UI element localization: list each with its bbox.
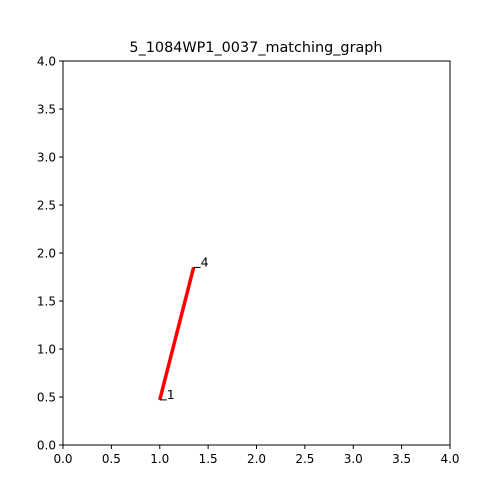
x-tick-label: 0.5 — [102, 452, 121, 466]
x-tick-label: 2.5 — [295, 452, 314, 466]
y-tick-label: 0.5 — [37, 391, 56, 405]
y-tick-label: 2.0 — [37, 247, 56, 261]
y-tick-label: 0.0 — [37, 439, 56, 453]
node-label: 1 — [167, 387, 175, 402]
x-tick-label: 1.0 — [150, 452, 169, 466]
y-tick-label: 3.5 — [37, 103, 56, 117]
x-tick-label: 4.0 — [440, 452, 459, 466]
x-tick-label: 0.0 — [53, 452, 72, 466]
x-tick-label: 2.0 — [247, 452, 266, 466]
x-tick-label: 3.0 — [344, 452, 363, 466]
x-tick-label: 1.5 — [199, 452, 218, 466]
y-tick-label: 3.0 — [37, 151, 56, 165]
x-tick-label: 3.5 — [392, 452, 411, 466]
y-tick-label: 1.5 — [37, 295, 56, 309]
node-label: 4 — [201, 254, 209, 269]
y-tick-label: 4.0 — [37, 55, 56, 69]
y-tick-label: 2.5 — [37, 199, 56, 213]
y-tick-label: 1.0 — [37, 343, 56, 357]
chart-title: 5_1084WP1_0037_matching_graph — [129, 40, 382, 56]
